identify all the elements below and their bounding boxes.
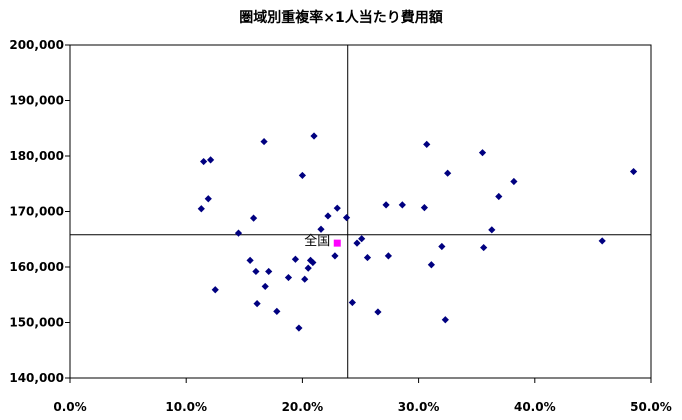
data-point [444, 169, 452, 177]
data-point [374, 308, 382, 316]
national-point-label: 全国 [304, 233, 330, 249]
data-point [398, 201, 406, 209]
data-point [331, 252, 339, 260]
data-point [480, 243, 488, 252]
x-tick-label: 30.0% [398, 400, 440, 414]
data-point [510, 177, 518, 186]
data-point [342, 214, 351, 222]
y-tick-label: 200,000 [9, 38, 64, 52]
chart-title: 圏域別重複率×1人当たり費用額 [239, 9, 442, 26]
data-point [291, 255, 300, 263]
data-point [488, 226, 496, 234]
data-point [204, 195, 212, 203]
data-point [200, 157, 208, 166]
data-point [324, 212, 332, 220]
data-point [211, 286, 219, 294]
national-point [333, 239, 341, 247]
data-point [348, 298, 356, 307]
x-tick-label: 20.0% [282, 400, 324, 414]
data-point [301, 275, 309, 283]
x-tick-label: 40.0% [514, 400, 556, 414]
data-point [207, 156, 215, 164]
data-point [249, 214, 258, 222]
data-point [295, 324, 303, 332]
x-tick-label: 0.0% [53, 400, 86, 414]
y-tick-label: 150,000 [9, 316, 64, 330]
data-point [261, 282, 269, 291]
data-point [304, 264, 312, 272]
y-tick-label: 170,000 [9, 205, 64, 219]
data-point [384, 252, 392, 260]
data-point [298, 171, 306, 180]
data-point [420, 204, 429, 212]
data-point [629, 167, 638, 176]
data-point [333, 204, 341, 212]
data-point [441, 316, 449, 324]
data-point [317, 225, 325, 233]
y-tick-label: 160,000 [9, 260, 64, 274]
data-point [265, 267, 273, 276]
data-point [252, 267, 260, 276]
data-point [197, 205, 205, 213]
data-point [438, 242, 446, 251]
data-point [598, 237, 606, 245]
data-point [478, 149, 487, 157]
data-point [363, 253, 372, 262]
data-point [423, 140, 431, 148]
data-point [253, 300, 261, 308]
data-point [495, 192, 503, 201]
data-point [246, 256, 254, 264]
y-tick-label: 180,000 [9, 149, 64, 163]
data-point [260, 137, 268, 146]
y-tick-label: 140,000 [9, 371, 64, 385]
x-tick-label: 50.0% [630, 400, 672, 414]
data-point [284, 273, 293, 282]
data-point [353, 239, 361, 247]
plot-area [69, 44, 652, 379]
data-point [273, 307, 281, 315]
data-point [382, 201, 390, 209]
data-point [310, 132, 318, 140]
data-point [234, 229, 243, 237]
y-tick-label: 190,000 [9, 94, 64, 108]
data-point [358, 235, 366, 243]
data-point [309, 258, 317, 267]
x-tick-label: 10.0% [165, 400, 207, 414]
data-point [427, 261, 435, 269]
